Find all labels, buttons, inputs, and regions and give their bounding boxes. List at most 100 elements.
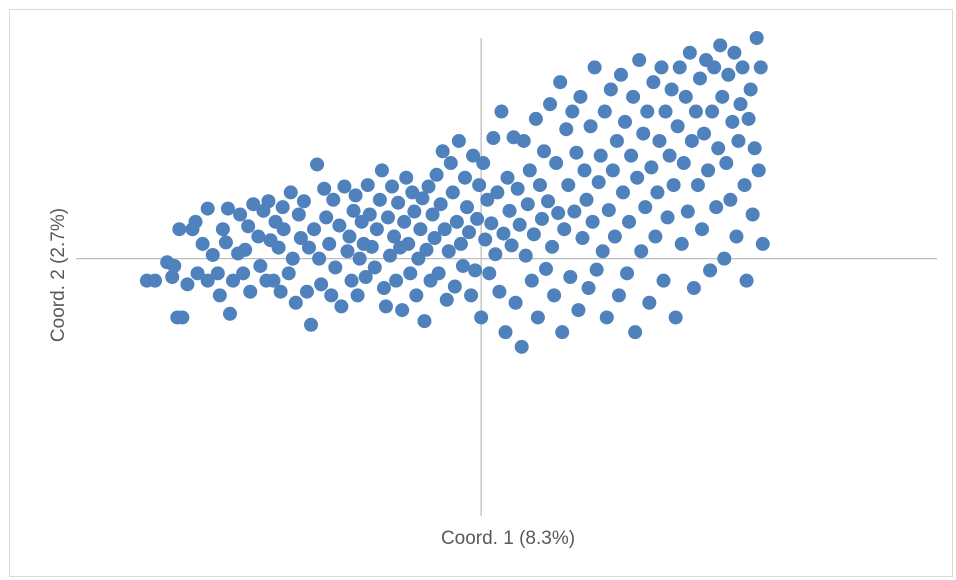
data-point bbox=[591, 175, 606, 190]
data-point bbox=[447, 279, 462, 294]
data-points bbox=[139, 31, 770, 354]
data-point bbox=[563, 270, 578, 284]
data-point bbox=[559, 122, 574, 137]
data-point bbox=[241, 219, 256, 234]
data-point bbox=[307, 222, 322, 237]
data-point bbox=[167, 258, 182, 273]
data-point bbox=[654, 60, 669, 75]
data-point bbox=[439, 292, 454, 307]
data-point bbox=[680, 204, 695, 219]
data-point bbox=[749, 31, 764, 45]
data-point bbox=[516, 133, 531, 148]
data-point bbox=[571, 303, 586, 318]
data-point bbox=[640, 104, 655, 119]
data-point bbox=[587, 60, 602, 75]
data-point bbox=[526, 227, 541, 242]
data-point bbox=[470, 211, 485, 226]
data-point bbox=[484, 216, 499, 231]
data-point bbox=[312, 251, 327, 266]
data-point bbox=[435, 144, 450, 159]
data-point bbox=[413, 222, 428, 237]
data-point bbox=[551, 206, 566, 221]
data-point bbox=[638, 200, 653, 215]
data-point bbox=[367, 260, 382, 275]
data-point bbox=[715, 89, 730, 104]
data-point bbox=[721, 67, 736, 82]
data-point bbox=[474, 310, 489, 325]
data-point bbox=[304, 317, 319, 332]
data-point bbox=[425, 207, 440, 222]
data-point bbox=[395, 303, 410, 318]
data-point bbox=[324, 288, 339, 303]
data-point bbox=[575, 231, 590, 246]
data-point bbox=[261, 194, 276, 209]
data-point bbox=[476, 156, 491, 171]
data-point bbox=[557, 222, 572, 237]
data-point bbox=[411, 251, 426, 266]
data-point bbox=[678, 89, 693, 104]
data-point bbox=[524, 273, 539, 288]
data-point bbox=[753, 60, 768, 75]
data-point bbox=[561, 178, 576, 193]
data-point bbox=[589, 262, 604, 277]
data-point bbox=[212, 288, 227, 303]
data-point bbox=[369, 222, 384, 237]
data-point bbox=[701, 163, 716, 178]
data-point bbox=[288, 295, 303, 310]
data-point bbox=[376, 281, 391, 296]
data-point bbox=[569, 145, 584, 160]
data-point bbox=[337, 179, 352, 194]
data-point bbox=[218, 235, 233, 250]
data-point bbox=[705, 104, 720, 119]
data-point bbox=[514, 339, 529, 354]
data-point bbox=[466, 148, 481, 163]
data-point bbox=[743, 82, 758, 97]
data-point bbox=[727, 45, 742, 60]
data-point bbox=[455, 258, 470, 273]
data-point bbox=[293, 231, 308, 246]
data-point bbox=[296, 194, 311, 209]
data-point bbox=[291, 207, 306, 222]
data-point bbox=[340, 244, 355, 259]
data-point bbox=[628, 325, 643, 340]
data-point bbox=[492, 284, 507, 299]
data-point bbox=[462, 225, 477, 240]
data-point bbox=[603, 82, 618, 97]
data-point bbox=[528, 111, 543, 126]
data-point bbox=[195, 236, 210, 251]
data-point bbox=[565, 104, 580, 119]
data-point bbox=[656, 273, 671, 288]
data-point bbox=[429, 167, 444, 182]
data-point bbox=[518, 248, 533, 263]
data-point bbox=[273, 284, 288, 299]
data-point bbox=[350, 288, 365, 303]
data-point bbox=[709, 200, 724, 215]
data-point bbox=[593, 148, 608, 163]
data-point bbox=[346, 203, 361, 218]
data-point bbox=[472, 178, 487, 193]
data-point bbox=[200, 201, 215, 216]
data-point bbox=[405, 185, 420, 200]
data-point bbox=[605, 163, 620, 178]
data-point bbox=[362, 207, 377, 222]
data-point bbox=[553, 75, 568, 90]
data-point bbox=[545, 239, 560, 254]
data-point bbox=[549, 156, 564, 171]
data-point bbox=[210, 266, 225, 281]
data-point bbox=[480, 192, 495, 207]
data-point bbox=[180, 277, 195, 292]
data-point bbox=[711, 141, 726, 156]
data-point bbox=[688, 104, 703, 119]
data-point bbox=[713, 38, 728, 53]
data-point bbox=[419, 242, 434, 257]
data-point bbox=[220, 201, 235, 216]
data-point bbox=[364, 239, 379, 254]
data-point bbox=[684, 133, 699, 148]
data-point bbox=[707, 60, 722, 75]
data-point bbox=[342, 229, 357, 244]
data-point bbox=[437, 222, 452, 237]
data-point bbox=[751, 163, 766, 178]
data-point bbox=[415, 191, 430, 206]
data-point bbox=[583, 119, 598, 134]
